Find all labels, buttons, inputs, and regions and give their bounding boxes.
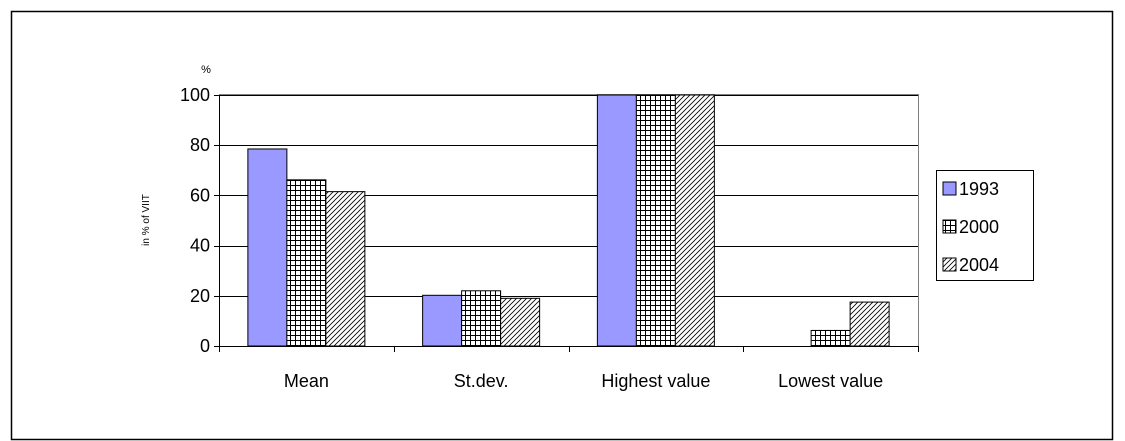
- bar-2000-highest-value: [635, 94, 676, 347]
- y-tick-labels: 0 20 40 60 80 100: [180, 85, 210, 356]
- bar-2000-st-dev-: [461, 290, 502, 347]
- y-tick-label: 60: [190, 185, 210, 205]
- y-tick-label: 20: [190, 286, 210, 306]
- legend-swatch-2004: [942, 257, 957, 272]
- x-tick-labels: Mean St.dev. Highest value Lowest value: [284, 371, 883, 391]
- bar-2000-lowest-value: [810, 329, 851, 347]
- legend-label-2004: 2004: [959, 255, 999, 275]
- legend-label-1993: 1993: [959, 179, 999, 199]
- y-axis-label: in % of VIIT: [141, 194, 152, 246]
- bar-1993-highest-value: [596, 94, 637, 347]
- bar-2000-mean: [286, 179, 327, 347]
- bar-2004-mean: [325, 191, 366, 347]
- y-tick-label: 0: [200, 336, 210, 356]
- x-tick-label: Highest value: [601, 371, 710, 391]
- bar-2004-st-dev-: [500, 297, 541, 347]
- bar-1993-st-dev-: [422, 294, 463, 347]
- y-tick-label: 100: [180, 85, 210, 105]
- bar-2004-highest-value: [674, 94, 715, 347]
- x-tick-label: Lowest value: [778, 371, 883, 391]
- x-tick-label: Mean: [284, 371, 329, 391]
- bars: [247, 94, 890, 347]
- axes: [214, 95, 919, 352]
- legend-swatch-2000: [942, 219, 957, 234]
- legend-swatch-1993: [942, 181, 957, 196]
- y-tick-label: 40: [190, 236, 210, 256]
- y-unit-label: %: [201, 64, 211, 76]
- x-tick-label: St.dev.: [454, 371, 509, 391]
- bar-2004-lowest-value: [849, 301, 890, 347]
- legend: 1993 2000 2004: [936, 170, 1034, 281]
- legend-label-2000: 2000: [959, 217, 999, 237]
- bar-1993-mean: [247, 148, 288, 347]
- y-tick-label: 80: [190, 135, 210, 155]
